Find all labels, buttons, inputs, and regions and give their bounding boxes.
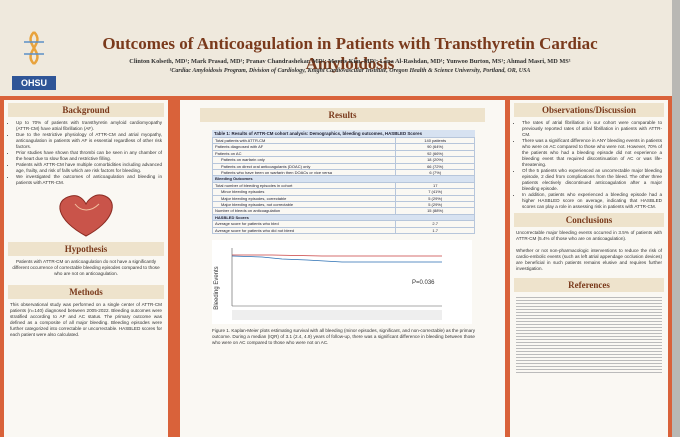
right-column: Observations/Discussion The rates of atr… (510, 100, 668, 437)
table-section: HASBLED Scores (212, 213, 475, 222)
table-cell: 5 (29%) (395, 194, 475, 203)
heart-illustration (59, 194, 113, 237)
table-section: Bleeding Outcomes (212, 175, 475, 183)
bullet: We investigated the outcomes of anticoag… (16, 174, 162, 186)
bullet: Prior studies have shown that thrombi ca… (16, 150, 162, 162)
table-row: Total number of bleeding episodes in coh… (211, 181, 475, 190)
references-text (516, 295, 662, 375)
table-row: Patients on direct oral anticoagulants (… (211, 162, 475, 171)
table-row: Patients on warfarin only 18 (20%) (211, 156, 475, 164)
conclusion-text: Uncorrectable major bleeding events occu… (516, 230, 662, 241)
table-row: Average score for patients who did not b… (211, 226, 475, 235)
table-row: Bleeding Outcomes (212, 175, 475, 183)
table-row: Patients on AC 92 (66%) (211, 149, 475, 158)
table-cell: Patients diagnosed with AF (211, 143, 397, 151)
hypothesis-text: Patients with ATTR-CM on anticoagulation… (12, 259, 160, 276)
table-cell: 90 (64%) (395, 143, 475, 151)
results-table: Total patients with ATTR-CM 140 patients P… (211, 136, 475, 235)
methods-text: This observational study was performed o… (10, 302, 162, 337)
section-title: Results (200, 108, 485, 122)
logo: OHSU (12, 76, 56, 90)
section-title: Conclusions (514, 213, 664, 227)
table-row: Number of bleeds on anticoagulation 15 (8… (211, 207, 475, 215)
table-cell: 2.7 (395, 220, 475, 228)
bullet-list: Up to 70% of patients with transthyretin… (4, 120, 168, 186)
table-row: Patients diagnosed with AF 90 (64%) (211, 143, 475, 151)
logo-mark (24, 31, 44, 65)
section-title: Methods (8, 285, 164, 299)
table-cell: Total patients with ATTR-CM (211, 136, 397, 145)
bullet: In addition, patients who experienced a … (522, 192, 662, 210)
bullet: Of the 5 patients who experienced an unc… (522, 168, 662, 192)
table-cell: 18 (20%) (395, 156, 475, 164)
section-title: Background (8, 103, 164, 117)
authors: Clinton Kolseth, MD¹; Mark Prasad, MD¹; … (129, 58, 571, 65)
section-title: Observations/Discussion (514, 103, 664, 117)
table-cell: 140 patients (395, 136, 475, 145)
table-cell: 15 (88%) (395, 207, 475, 215)
table-cell: 5 (29%) (395, 201, 475, 209)
table-cell: Average score for patients who did not b… (211, 226, 397, 235)
section-title: Hypothesis (8, 242, 164, 256)
table-cell: Total number of bleeding episodes in coh… (211, 181, 397, 190)
table-title: Table 1: Results of ATTR-CM cohort analy… (212, 130, 475, 137)
table-row: Total patients with ATTR-CM 140 patients (211, 136, 475, 145)
title: Outcomes of Anticoagulation in Patients … (102, 34, 598, 73)
table-wrap: Table 1: Results of ATTR-CM cohort analy… (211, 130, 475, 235)
table-cell: Patients on AC (211, 149, 397, 158)
table-cell: 92 (66%) (395, 149, 475, 158)
table-cell: Major bleeding episodes, not correctable (211, 201, 397, 209)
affiliation: ¹Cardiac Amyloidosis Program, Division o… (169, 68, 531, 74)
bullet: Patients with ATTR-CM have multiple como… (16, 162, 162, 174)
table-row: Minor bleeding episodes 7 (41%) (211, 188, 475, 196)
bullet: Up to 70% of patients with transthyretin… (16, 120, 162, 132)
bullet: There was a significant difference in AN… (522, 138, 662, 168)
table-row: Major bleeding episodes, not correctable… (211, 201, 475, 209)
y-axis-label: Bleeding Events (214, 266, 220, 309)
table-cell: Patients on warfarin only (211, 156, 397, 164)
table-cell: Patients on direct oral anticoagulants (… (211, 162, 397, 171)
bullet-list: The rates of atrial fibrillation in our … (510, 120, 668, 210)
conclusions: Uncorrectable major bleeding events occu… (510, 230, 668, 272)
figure-caption: Figure 1. Kaplan-Meier plots estimating … (212, 328, 475, 346)
table-cell: Patients who have been on warfarin then … (211, 168, 397, 177)
section-title: References (514, 278, 664, 292)
table-cell: 66 (72%) (395, 162, 475, 171)
table-cell: 17 (395, 181, 475, 190)
table-cell: Average score for patients who bled (211, 220, 397, 228)
table-cell: 7 (41%) (395, 188, 475, 196)
table-cell: Major bleeding episodes, correctable (211, 194, 397, 203)
table-row: Patients who have been on warfarin then … (211, 168, 475, 177)
annotation: P=0.036 (412, 280, 435, 286)
table-row: HASBLED Scores (212, 213, 475, 222)
conclusion-text: Whether or not non-pharmacologic interve… (516, 248, 662, 271)
left-column: Background Up to 70% of patients with tr… (4, 100, 168, 437)
header: OHSU Outcomes of Anticoagulation in Pati… (0, 0, 672, 96)
table-row: Average score for patients who bled 2.7 (211, 220, 475, 228)
table-row: Major bleeding episodes, correctable 5 (2… (211, 194, 475, 203)
table-cell: 6 (7%) (395, 168, 475, 177)
bullet: Due to the restrictive physiology of ATT… (16, 132, 162, 150)
middle-column: Results Table 1: Results of ATTR-CM coho… (180, 100, 505, 437)
bullet: The rates of atrial fibrillation in our … (522, 120, 662, 138)
table-cell: Minor bleeding episodes (211, 188, 397, 196)
table-cell: Number of bleeds on anticoagulation (211, 207, 397, 215)
table-cell: 1.7 (395, 226, 475, 235)
km-plot: Bleeding Events P=0.036 (212, 240, 472, 325)
